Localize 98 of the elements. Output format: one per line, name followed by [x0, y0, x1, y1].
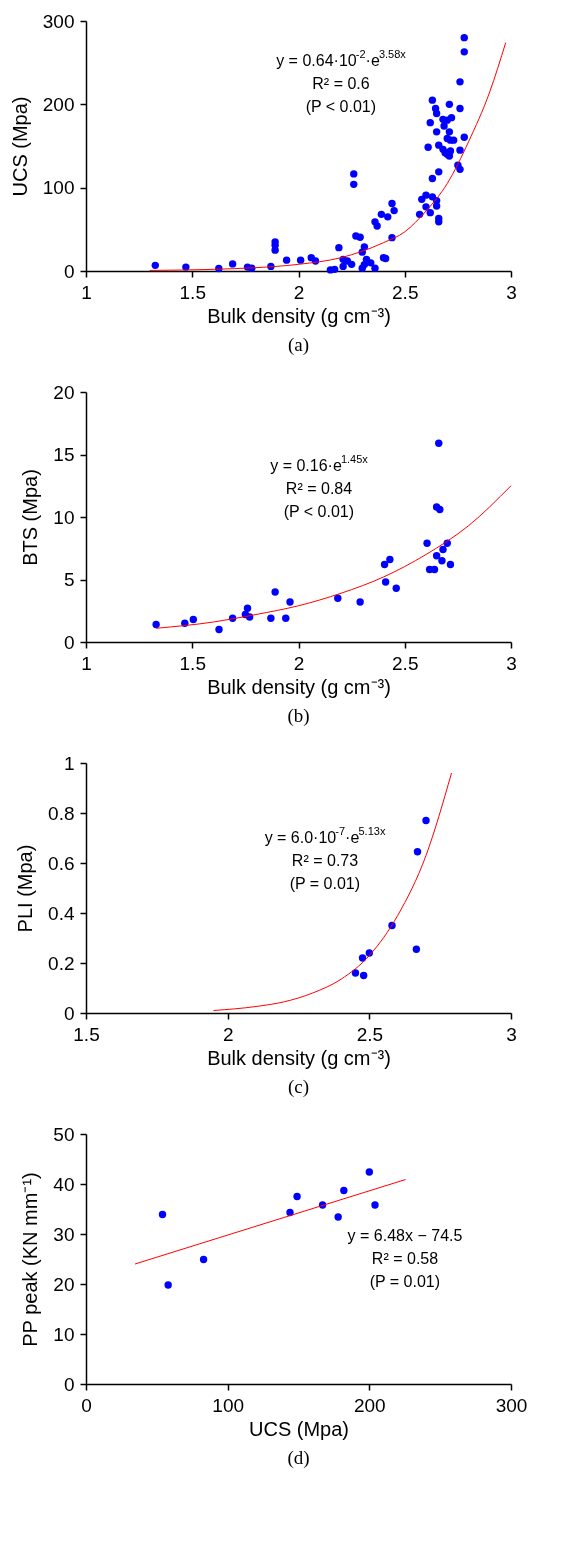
x-axis-title: Bulk density (g cm⁻³) [207, 675, 391, 698]
point [199, 1255, 208, 1264]
x-tick-label: 300 [495, 1394, 528, 1416]
text: (c) [287, 1076, 310, 1098]
x-tick-label: 2 [293, 652, 305, 674]
x-tick-label: 3 [506, 1023, 517, 1045]
point [351, 969, 360, 977]
y-tick-label: 0 [63, 631, 75, 653]
y-axis-title: UCS (Mpa) [8, 96, 31, 197]
x-tick-label: 2 [222, 1023, 234, 1045]
point [380, 560, 389, 569]
x-tick-label: 0 [81, 1394, 92, 1416]
point [446, 560, 455, 569]
point [423, 539, 431, 547]
point [381, 578, 390, 586]
y-tick-label: 40 [53, 1173, 75, 1195]
point [436, 505, 444, 514]
y-tick-label: 300 [42, 10, 75, 32]
y-tick-label: 100 [42, 177, 75, 199]
y-tick-label: 20 [53, 381, 75, 403]
y-axis-title: BTS (Mpa) [19, 469, 42, 566]
x-axis-title: Bulk density (g cm⁻³) [207, 1046, 391, 1069]
annotation: y = 6.48x − 74.5 [347, 1227, 463, 1244]
annotation: (P = 0.01) [289, 875, 361, 892]
point [392, 584, 400, 592]
y-tick-label: 15 [53, 444, 75, 465]
text: (d) [287, 1447, 310, 1469]
point [164, 1281, 172, 1289]
annotation: R² = 0.84 [285, 480, 353, 497]
y-tick-label: 200 [42, 93, 75, 115]
annotation: (P < 0.01) [283, 503, 355, 520]
point [340, 1186, 348, 1195]
point [430, 565, 439, 574]
x-axis-title: UCS (Mpa) [248, 1417, 350, 1440]
x-tick-label: 1.5 [179, 281, 206, 303]
line-series [149, 42, 507, 271]
point [334, 594, 342, 602]
point [267, 614, 275, 622]
point [439, 545, 447, 554]
y-tick-label: 30 [53, 1223, 75, 1245]
x-tick-label: 1.5 [179, 652, 206, 674]
x-tick-label: 1 [81, 281, 92, 303]
point [293, 1192, 301, 1201]
y-axis-title: PP peak (KN mm⁻¹) [19, 1172, 42, 1347]
point [413, 848, 422, 856]
annotation: R² = 0.6 [312, 75, 370, 92]
y-tick-label: 0.6 [48, 852, 75, 874]
point [438, 557, 446, 565]
point [371, 1201, 379, 1209]
y-tick-label: 0 [63, 1373, 75, 1395]
point [365, 1168, 374, 1176]
point [189, 615, 198, 624]
annotation: R² = 0.58 [371, 1250, 439, 1267]
y-tick-label: 50 [53, 1123, 75, 1145]
y-tick-label: 0 [63, 1002, 75, 1024]
x-tick-label: 2.5 [392, 281, 419, 303]
x-tick-label: 2.5 [392, 652, 419, 674]
x-tick-label: 100 [212, 1394, 245, 1416]
point [356, 598, 364, 606]
point [359, 971, 368, 980]
y-tick-label: 0.2 [48, 952, 75, 974]
point [286, 598, 294, 606]
point [422, 816, 430, 825]
point [334, 1213, 342, 1221]
annotation: R² = 0.73 [291, 852, 359, 869]
point [271, 588, 279, 596]
y-tick-label: 20 [53, 1273, 75, 1295]
x-tick-label: 1 [81, 652, 92, 674]
x-tick-label: 2.5 [356, 1023, 384, 1045]
y-tick-label: 1 [63, 752, 75, 774]
y-tick-label: 10 [53, 1323, 75, 1345]
y-tick-label: 5 [63, 569, 75, 590]
x-axis-title: Bulk density (g cm⁻³) [207, 304, 391, 327]
y-tick-label: 0.4 [48, 902, 75, 924]
point [282, 614, 290, 622]
x-tick-label: 3 [506, 652, 517, 674]
point [152, 620, 160, 629]
x-tick-label: 1.5 [73, 1023, 100, 1045]
y-tick-label: 10 [53, 506, 75, 528]
annotation: (P = 0.01) [369, 1273, 441, 1290]
text: (a) [287, 334, 310, 356]
point [386, 555, 394, 564]
point [358, 954, 367, 962]
point [435, 439, 443, 447]
annotation: (P < 0.01) [305, 98, 377, 115]
point [243, 604, 252, 612]
y-tick-label: 0.8 [48, 802, 75, 824]
point [432, 552, 441, 560]
x-tick-label: 200 [353, 1394, 386, 1416]
point [158, 1210, 167, 1219]
point [412, 945, 421, 953]
y-axis-title: PLI (Mpa) [14, 844, 37, 933]
line-series [213, 772, 452, 1011]
point [215, 625, 223, 634]
y-tick-label: 0 [63, 260, 75, 282]
text: (b) [287, 705, 310, 727]
x-tick-label: 3 [506, 281, 517, 303]
x-tick-label: 2 [293, 281, 305, 303]
